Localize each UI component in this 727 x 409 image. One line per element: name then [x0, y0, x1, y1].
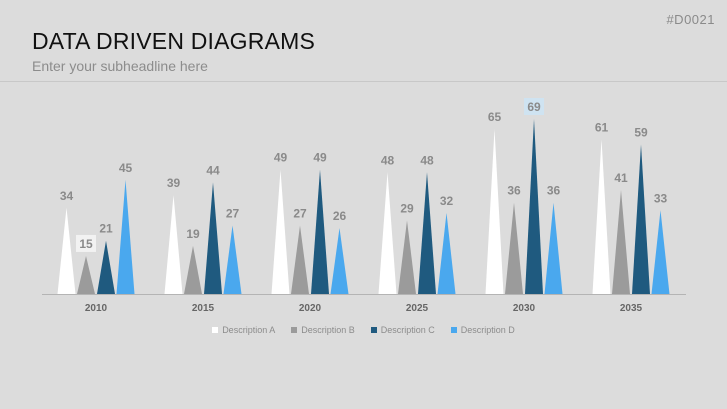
spike-2010-description-a	[57, 207, 76, 294]
spike-2030-description-b	[505, 202, 523, 294]
spike-2035-description-b	[612, 190, 630, 294]
slide-id: #D0021	[666, 12, 715, 27]
legend-item: Description D	[450, 325, 515, 335]
spike-2025-description-c	[418, 172, 436, 294]
legend-swatch	[370, 327, 377, 333]
spike-2020-description-a	[271, 169, 290, 294]
spike-2010-description-b	[77, 255, 95, 294]
x-tick-label: 2010	[85, 303, 108, 314]
spike-2020-description-d	[330, 228, 349, 294]
page-subtitle: Enter your subheadline here	[32, 58, 208, 74]
spike-2020-description-b	[291, 225, 309, 294]
data-label: 27	[226, 207, 240, 221]
data-label: 29	[400, 201, 414, 215]
data-label-highlight	[524, 98, 544, 115]
data-label: 49	[313, 151, 327, 165]
data-label: 59	[634, 125, 648, 139]
spike-2035-description-d	[651, 210, 670, 294]
spike-2030-description-a	[485, 129, 504, 294]
data-label: 36	[547, 184, 561, 198]
data-label: 61	[595, 120, 609, 134]
legend-item: Description A	[212, 325, 275, 335]
spike-2035-description-a	[592, 139, 611, 294]
data-label: 48	[381, 153, 395, 167]
spike-2020-description-c	[311, 169, 329, 294]
data-label: 41	[614, 171, 628, 185]
spike-2025-description-d	[437, 212, 456, 294]
data-label: 36	[507, 184, 521, 198]
data-label: 65	[488, 110, 502, 124]
legend-label: Description B	[301, 325, 355, 335]
data-label: 26	[333, 209, 347, 223]
data-label: 44	[206, 163, 220, 177]
spike-2015-description-b	[184, 245, 202, 294]
x-tick-label: 2030	[513, 303, 536, 314]
legend-label: Description A	[222, 325, 276, 335]
data-label: 15	[79, 237, 93, 251]
data-label-highlight	[76, 234, 96, 252]
data-label: 19	[186, 227, 200, 241]
data-label: 69	[527, 100, 541, 114]
data-label: 21	[99, 222, 113, 236]
legend-swatch	[450, 327, 457, 333]
x-tick-label: 2020	[299, 303, 322, 314]
x-tick-label: 2025	[406, 303, 429, 314]
data-label: 32	[440, 194, 454, 208]
legend-label: Description D	[460, 325, 515, 335]
data-label: 34	[60, 189, 74, 203]
data-label: 48	[420, 153, 434, 167]
spike-2015-description-a	[164, 195, 183, 294]
spike-2025-description-a	[378, 172, 397, 294]
x-tick-label: 2035	[620, 303, 643, 314]
spike-2030-description-c	[525, 119, 543, 294]
data-label: 45	[119, 161, 133, 175]
legend-swatch	[212, 327, 219, 333]
legend-item: Description C	[370, 325, 435, 335]
chart-marks: 34 15 21 45 39 19 44 27 49 27 49 26 48 29 48 32 65 36 69 36…	[57, 98, 670, 294]
data-label: 49	[274, 151, 288, 165]
spike-2010-description-d	[116, 179, 135, 294]
legend-label: Description C	[380, 325, 435, 335]
data-label: 33	[654, 191, 668, 205]
x-axis-tick-labels: 2010 2015 2020 2025 2030 2035	[85, 303, 643, 314]
data-label: 27	[293, 207, 307, 221]
spike-2010-description-c	[97, 240, 115, 294]
header-divider	[0, 81, 727, 82]
legend-item: Description B	[291, 325, 355, 335]
x-tick-label: 2015	[192, 303, 215, 314]
legend: Description A Description B Description C D…	[0, 325, 727, 335]
spike-2015-description-c	[204, 182, 222, 294]
spike-2025-description-b	[398, 220, 416, 294]
spike-2035-description-c	[632, 144, 650, 294]
spike-2015-description-d	[223, 225, 242, 294]
legend-swatch	[291, 327, 298, 333]
data-label: 39	[167, 176, 181, 190]
page-title: DATA DRIVEN DIAGRAMS	[32, 28, 316, 54]
spike-2030-description-d	[544, 202, 563, 294]
